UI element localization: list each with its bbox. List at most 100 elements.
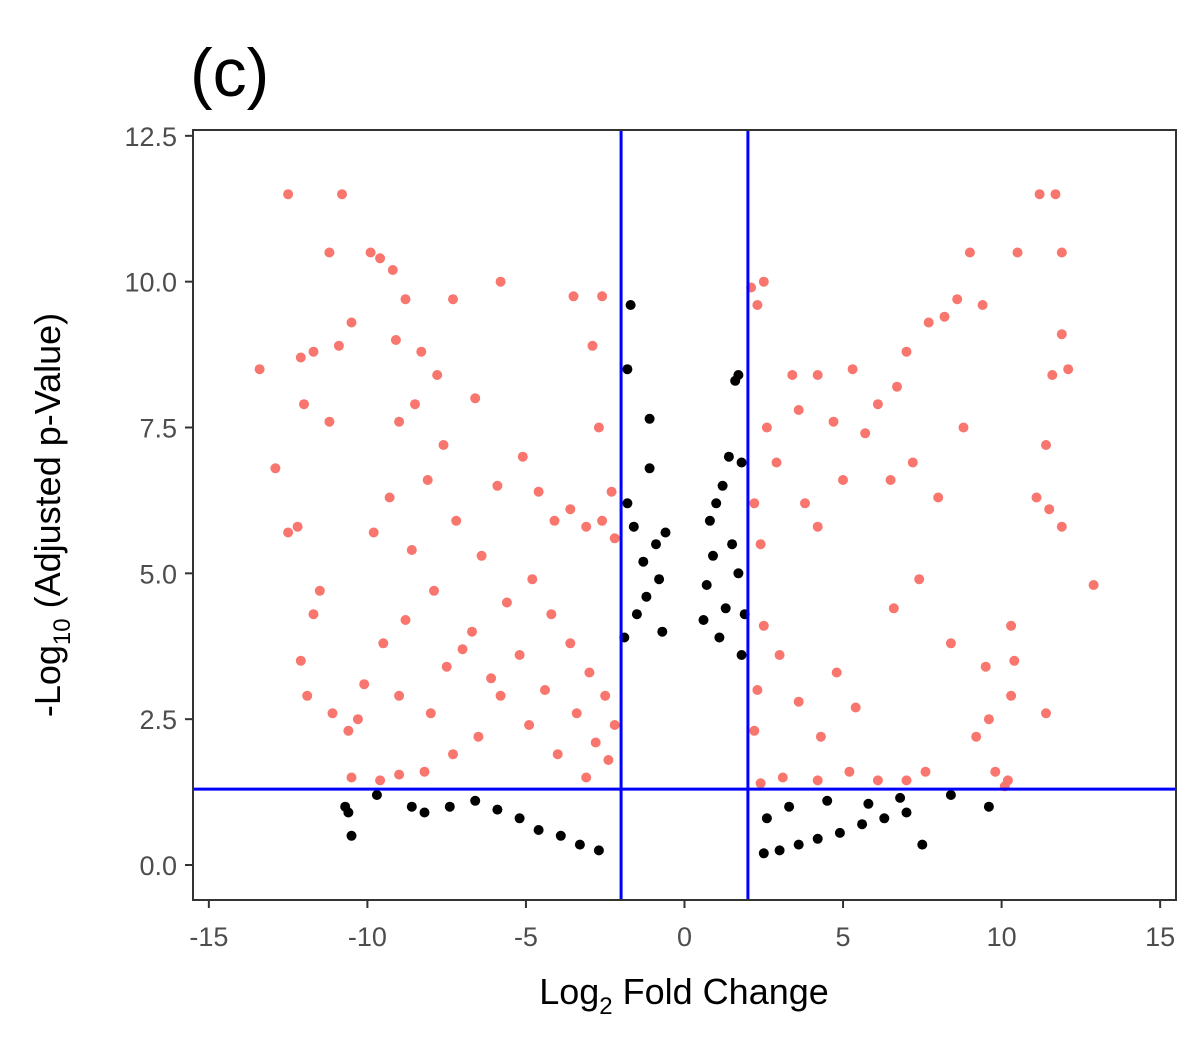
data-point bbox=[711, 498, 722, 509]
threshold-lines bbox=[193, 130, 1176, 900]
data-point bbox=[314, 585, 325, 596]
plot-panel-border bbox=[192, 129, 1177, 901]
data-point bbox=[708, 550, 718, 561]
data-point bbox=[720, 603, 731, 614]
data-point bbox=[758, 276, 769, 287]
data-point bbox=[492, 804, 503, 815]
data-point bbox=[828, 416, 839, 427]
data-point bbox=[410, 399, 420, 410]
data-point bbox=[432, 370, 443, 380]
data-point bbox=[473, 731, 484, 742]
y-axis-title-subscript: 10 bbox=[49, 618, 76, 645]
data-point bbox=[812, 370, 823, 380]
data-point bbox=[565, 504, 576, 515]
data-point bbox=[270, 463, 281, 474]
data-point bbox=[375, 775, 386, 786]
x-axis: -15 -10 -5 0 5 10 15 bbox=[189, 900, 1175, 952]
data-point bbox=[476, 550, 487, 561]
data-point bbox=[514, 813, 525, 824]
points-layer bbox=[254, 189, 1099, 859]
data-point bbox=[914, 574, 925, 585]
data-point bbox=[714, 632, 725, 643]
data-point bbox=[958, 422, 969, 433]
data-point bbox=[733, 568, 744, 579]
data-point bbox=[597, 515, 608, 526]
data-point bbox=[917, 839, 928, 850]
data-point bbox=[400, 294, 411, 305]
data-point bbox=[1050, 189, 1061, 200]
data-point bbox=[774, 845, 785, 856]
data-point bbox=[590, 737, 601, 748]
data-point bbox=[390, 335, 401, 345]
data-point bbox=[885, 475, 896, 485]
data-point bbox=[727, 539, 738, 550]
data-point bbox=[945, 638, 956, 649]
data-point bbox=[907, 457, 918, 468]
data-point bbox=[308, 609, 319, 620]
data-point bbox=[749, 498, 760, 509]
data-point bbox=[419, 766, 430, 777]
data-point bbox=[625, 300, 636, 310]
data-point bbox=[438, 440, 449, 450]
data-point bbox=[920, 766, 931, 777]
data-point bbox=[793, 696, 804, 707]
data-point bbox=[730, 375, 741, 386]
data-point bbox=[761, 813, 772, 824]
x-axis-title-subscript: 2 bbox=[599, 993, 612, 1020]
data-point bbox=[324, 416, 335, 427]
data-point bbox=[327, 708, 338, 719]
panel-label: (c) bbox=[190, 35, 269, 111]
data-point bbox=[600, 690, 611, 701]
data-point bbox=[638, 556, 649, 567]
data-point bbox=[952, 294, 963, 305]
data-point bbox=[631, 609, 642, 620]
data-point bbox=[394, 690, 405, 701]
data-point bbox=[901, 807, 912, 818]
data-point bbox=[701, 580, 712, 590]
data-point bbox=[387, 265, 398, 275]
data-point bbox=[549, 515, 560, 526]
data-point bbox=[524, 720, 535, 730]
data-point bbox=[787, 370, 798, 380]
data-point bbox=[863, 798, 874, 809]
data-point bbox=[492, 480, 503, 491]
data-point bbox=[343, 807, 354, 818]
data-point bbox=[416, 346, 427, 357]
data-point bbox=[901, 775, 912, 786]
data-point bbox=[850, 702, 861, 713]
data-point bbox=[755, 778, 766, 789]
data-point bbox=[457, 644, 468, 655]
data-point bbox=[1056, 247, 1067, 258]
y-tick-label: 0.0 bbox=[139, 851, 177, 881]
data-point bbox=[546, 609, 557, 620]
data-point bbox=[651, 539, 661, 550]
data-point bbox=[429, 585, 439, 596]
data-point bbox=[628, 521, 639, 532]
data-point bbox=[736, 650, 747, 660]
data-point bbox=[1047, 370, 1058, 380]
data-point bbox=[565, 638, 576, 649]
series-1 bbox=[340, 300, 994, 859]
data-point bbox=[895, 792, 906, 803]
data-point bbox=[980, 661, 991, 672]
data-point bbox=[1041, 440, 1051, 450]
data-point bbox=[299, 399, 309, 410]
x-tick-label: -5 bbox=[514, 922, 538, 952]
data-point bbox=[755, 539, 766, 550]
data-point bbox=[964, 247, 975, 258]
data-point bbox=[346, 772, 357, 783]
y-tick-label: 7.5 bbox=[139, 414, 177, 444]
data-point bbox=[704, 515, 715, 526]
data-point bbox=[448, 749, 458, 760]
data-point bbox=[384, 492, 395, 503]
data-point bbox=[758, 620, 769, 631]
data-point bbox=[761, 422, 772, 433]
data-point bbox=[822, 795, 833, 806]
data-point bbox=[945, 790, 956, 800]
x-tick-label: 5 bbox=[836, 922, 851, 952]
data-point bbox=[838, 475, 848, 485]
data-point bbox=[394, 769, 405, 780]
data-point bbox=[400, 615, 411, 625]
data-point bbox=[793, 839, 804, 850]
data-point bbox=[603, 755, 614, 765]
